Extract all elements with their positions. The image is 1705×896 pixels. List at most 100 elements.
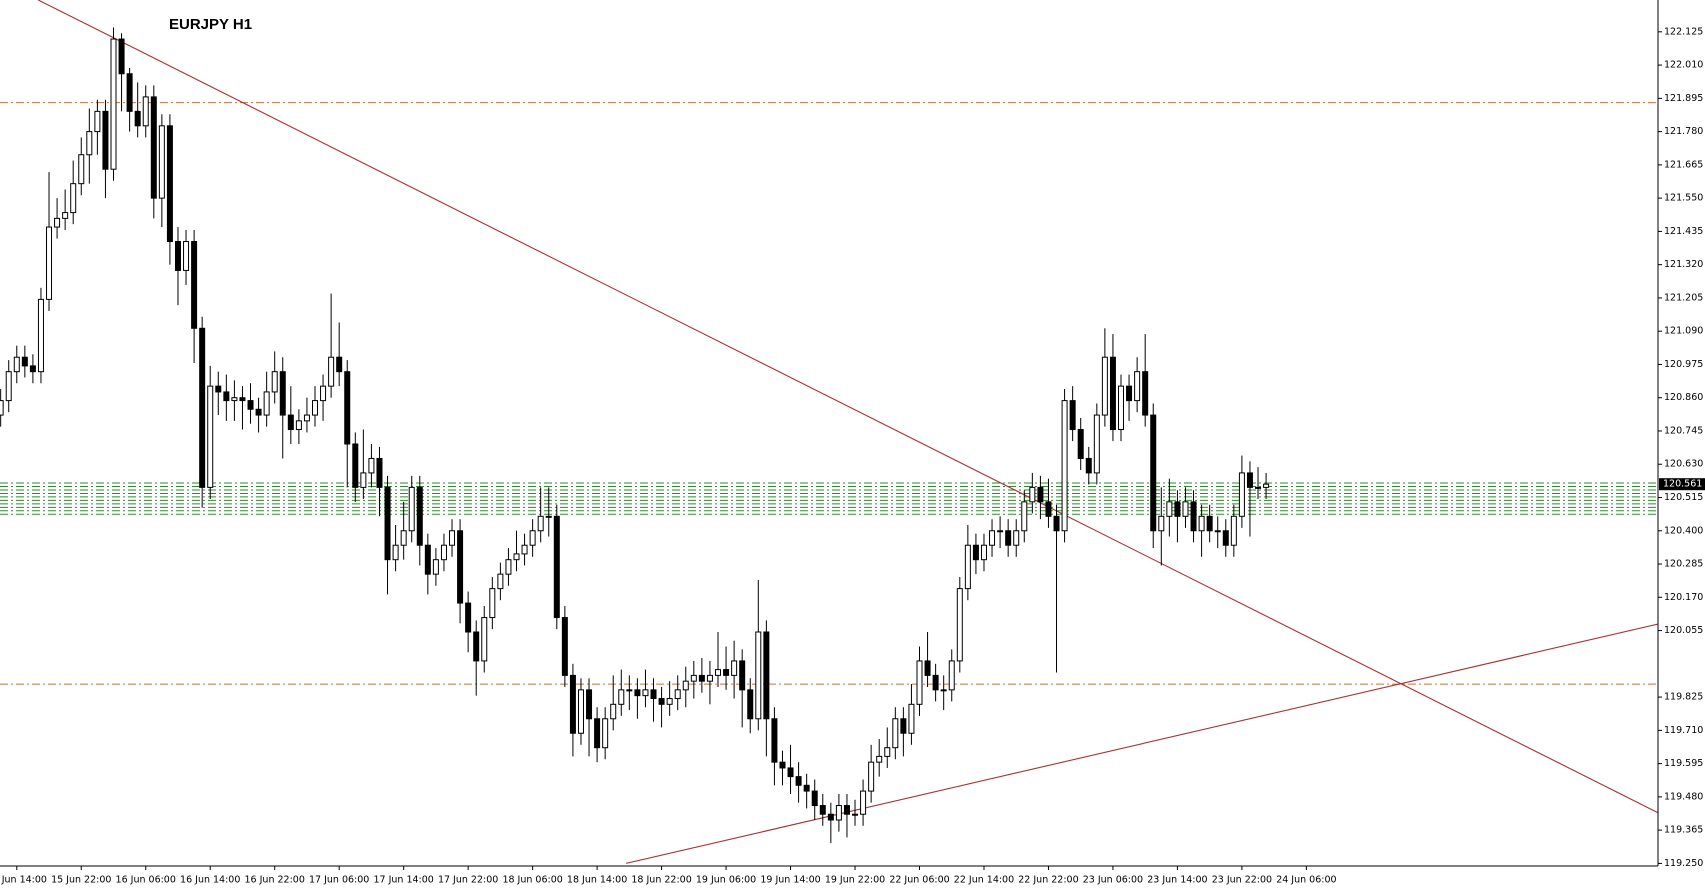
candle-body	[191, 241, 198, 329]
y-tick-label: 120.630	[1664, 459, 1703, 470]
candle-body	[1255, 486, 1262, 489]
candle-body	[352, 443, 359, 488]
candle-body	[312, 400, 318, 416]
y-tick-label: 121.320	[1664, 259, 1703, 270]
price-box	[1659, 478, 1705, 491]
x-tick-label: 19 Jun 22:00	[825, 875, 885, 886]
y-tick-label: 119.365	[1664, 825, 1703, 836]
candle-body	[174, 241, 181, 271]
candle-body	[956, 588, 963, 662]
candle-body	[561, 617, 568, 676]
candle-body	[376, 457, 383, 488]
y-tick-label: 119.480	[1664, 791, 1703, 802]
candle-body	[424, 544, 431, 575]
candle-body	[416, 486, 423, 546]
candle-body	[602, 718, 609, 749]
x-tick-label: 19 Jun 14:00	[760, 875, 820, 886]
candle-body	[1198, 515, 1205, 532]
candle-body	[521, 544, 528, 555]
candle-body	[29, 365, 36, 373]
price-label: 120.561	[1663, 479, 1702, 490]
candle-body	[739, 660, 746, 691]
candle-body	[577, 689, 584, 734]
candle-body	[1174, 501, 1181, 517]
y-tick-label: 120.975	[1664, 359, 1703, 370]
candle-body	[118, 38, 125, 75]
candle-body	[183, 241, 190, 271]
candle-body	[287, 414, 294, 431]
candle-body	[279, 371, 286, 416]
candle-body	[972, 544, 979, 561]
candle-body	[223, 391, 230, 402]
candle-body	[900, 718, 907, 734]
y-tick-label: 119.595	[1664, 758, 1703, 769]
candle-body	[37, 298, 44, 373]
x-tick-label: 18 Jun 22:00	[631, 875, 691, 886]
candle-body	[795, 776, 802, 786]
candle-body	[545, 515, 552, 518]
candle-body	[239, 397, 246, 402]
candle-body	[513, 553, 520, 561]
candle-body	[62, 212, 69, 219]
candle-body	[586, 689, 593, 720]
candle-body	[1238, 472, 1245, 517]
candle-body	[1230, 515, 1237, 546]
candle-body	[803, 784, 810, 792]
candle-body	[755, 631, 762, 720]
x-tick-label: 16 Jun 14:00	[180, 875, 240, 886]
candle-body	[715, 669, 721, 676]
candle-body	[1069, 400, 1076, 431]
x-tick-label: 15 Jun 14:00	[0, 875, 47, 886]
candle-body	[134, 110, 141, 127]
candle-body	[400, 530, 407, 546]
candle-body	[150, 96, 157, 199]
x-tick-label: 17 Jun 06:00	[309, 875, 369, 886]
candle-body	[723, 669, 730, 676]
candle-body	[1037, 486, 1044, 503]
candle-body	[811, 790, 818, 807]
candle-body	[457, 530, 464, 604]
x-tick-label: 18 Jun 06:00	[502, 875, 562, 886]
candle-body	[827, 813, 834, 821]
trend-line	[37, 0, 1658, 814]
candle-body	[618, 689, 625, 705]
candle-body	[932, 674, 939, 691]
candle-body	[465, 602, 472, 633]
candle-body	[626, 689, 633, 692]
x-tick-label: 23 Jun 06:00	[1083, 875, 1143, 886]
x-tick-label: 17 Jun 14:00	[373, 875, 433, 886]
y-tick-label: 119.710	[1664, 725, 1703, 736]
candle-body	[86, 131, 93, 156]
candle-body	[989, 530, 996, 546]
x-tick-label: 16 Jun 22:00	[245, 875, 305, 886]
y-tick-label: 121.205	[1664, 292, 1703, 303]
y-tick-label: 121.780	[1664, 126, 1703, 137]
x-tick-label: 19 Jun 06:00	[696, 875, 756, 886]
candle-body	[368, 457, 375, 474]
y-tick-label: 122.125	[1664, 26, 1703, 37]
candle-body	[569, 674, 576, 734]
candle-body	[158, 125, 165, 199]
x-tick-label: 17 Jun 22:00	[438, 875, 498, 886]
y-tick-label: 120.170	[1664, 592, 1703, 603]
candle-body	[1150, 414, 1157, 532]
candle-body	[876, 755, 883, 763]
candle-body	[215, 385, 222, 393]
x-tick-label: 24 Jun 06:00	[1276, 875, 1336, 886]
candle-body	[763, 631, 770, 720]
candle-body	[980, 544, 987, 561]
candle-body	[473, 631, 480, 662]
candle-body	[843, 805, 850, 815]
y-tick-label: 121.550	[1664, 193, 1703, 204]
candle-body	[892, 718, 899, 749]
candle-body	[610, 703, 617, 720]
candle-body	[860, 790, 867, 815]
candle-body	[682, 680, 689, 691]
y-tick-label: 120.745	[1664, 425, 1703, 436]
candle-body	[110, 38, 117, 170]
candle-body	[1158, 515, 1165, 532]
candle-body	[1101, 356, 1108, 416]
candle-body	[997, 530, 1004, 533]
candle-body	[690, 674, 697, 682]
y-tick-label: 120.860	[1664, 392, 1703, 403]
